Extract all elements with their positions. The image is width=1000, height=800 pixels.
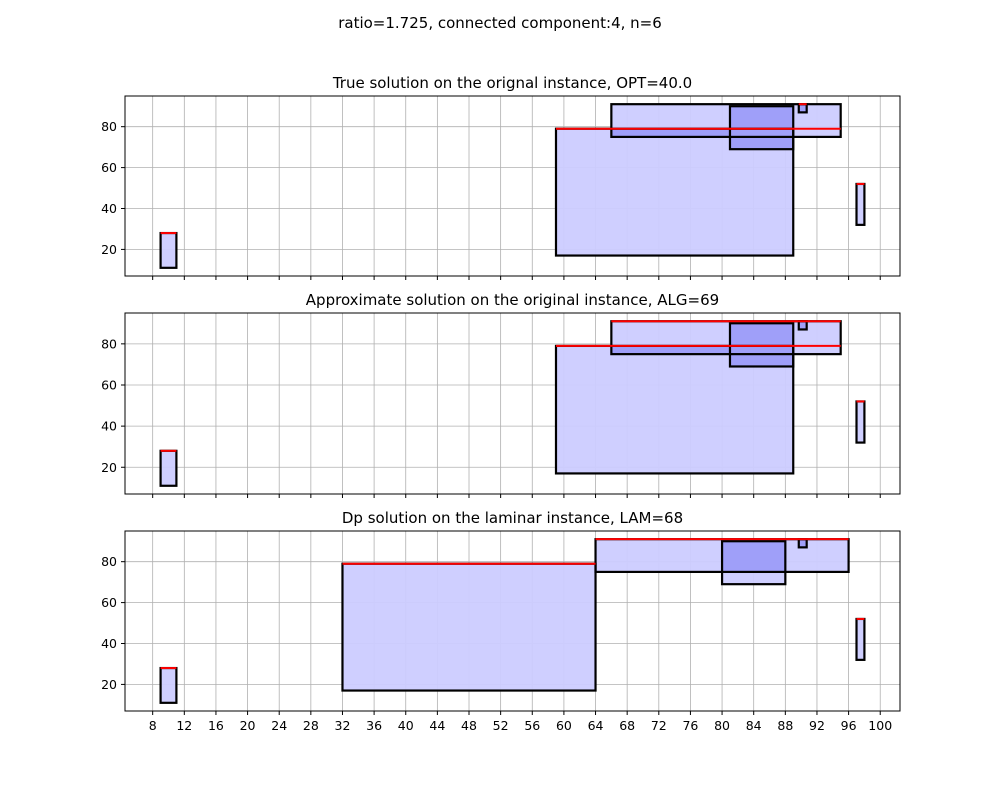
x-tick-label: 92 [809, 718, 825, 733]
rect-fill-6 [856, 401, 865, 443]
x-tick-label: 80 [714, 718, 730, 733]
subplot-3: Dp solution on the laminar instance, LAM… [101, 509, 901, 733]
subplot-title: Dp solution on the laminar instance, LAM… [342, 509, 683, 527]
rect-fill-6 [856, 183, 865, 225]
rect-overlap [611, 128, 794, 137]
y-tick-label: 80 [101, 336, 117, 351]
data-marks [159, 538, 866, 704]
y-tick-label: 60 [101, 595, 117, 610]
x-axis [152, 494, 881, 498]
x-tick-label: 32 [335, 718, 351, 733]
y-tick-label: 20 [101, 677, 117, 692]
figure-title: ratio=1.725, connected component:4, n=6 [338, 14, 662, 32]
x-tick-label: 36 [366, 718, 382, 733]
x-tick-label: 28 [303, 718, 319, 733]
axes-frame [124, 530, 901, 712]
y-tick-label: 20 [101, 242, 117, 257]
data-marks [159, 320, 866, 487]
y-tick-label: 60 [101, 377, 117, 392]
rect-overlap [729, 323, 794, 355]
x-tick-label: 84 [746, 718, 762, 733]
x-tick-label: 24 [271, 718, 287, 733]
rect-overlap [798, 321, 807, 330]
x-tick-label: 60 [556, 718, 572, 733]
rect-fill-6 [856, 618, 865, 660]
y-tick-label: 20 [101, 460, 117, 475]
x-tick-label: 20 [240, 718, 256, 733]
subplot-title: Approximate solution on the original ins… [306, 291, 719, 309]
y-tick-label: 40 [101, 419, 117, 434]
axes-frame [124, 312, 901, 495]
rect-overlap [798, 104, 807, 113]
y-tick-label: 80 [101, 554, 117, 569]
x-tick-label: 48 [461, 718, 477, 733]
rect-outline-4 [720, 540, 787, 586]
axes-frame [124, 95, 901, 277]
rect-outline-3 [610, 103, 842, 139]
x-tick-label: 52 [493, 718, 509, 733]
x-tick-label: 56 [524, 718, 540, 733]
x-tick-label: 40 [398, 718, 414, 733]
rect-overlap [611, 345, 794, 355]
y-axis: 20 40 60 80 [101, 119, 125, 257]
x-tick-label: 68 [619, 718, 635, 733]
y-tick-label: 80 [101, 119, 117, 134]
y-axis: 20 40 60 80 [101, 554, 125, 692]
x-axis: 8 12 16 20 24 28 32 36 40 44 48 52 56 60 64 68 72 76 80 84 8… [149, 711, 892, 733]
rect-outline-4 [728, 322, 795, 368]
x-tick-label: 72 [651, 718, 667, 733]
y-tick-label: 40 [101, 201, 117, 216]
rect-fill-2 [342, 563, 596, 691]
y-axis: 20 40 60 80 [101, 336, 125, 475]
rect-overlap [798, 539, 807, 548]
x-tick-label: 76 [682, 718, 698, 733]
rect-fill-1 [160, 450, 177, 486]
x-tick-label: 96 [841, 718, 857, 733]
x-tick-label: 88 [777, 718, 793, 733]
rect-overlap [722, 541, 786, 572]
subplot-grid: True solution on the orignal instance, O… [101, 74, 901, 733]
data-marks [159, 103, 866, 269]
subplot-2: Approximate solution on the original ins… [101, 291, 901, 498]
x-tick-label: 12 [176, 718, 192, 733]
x-tick-label: 44 [429, 718, 445, 733]
x-tick-label: 16 [208, 718, 224, 733]
y-tick-label: 60 [101, 160, 117, 175]
rect-outline-4 [728, 105, 795, 151]
x-tick-label: 64 [588, 718, 604, 733]
subplot-1: True solution on the orignal instance, O… [101, 74, 901, 280]
x-axis [152, 276, 881, 280]
y-tick-label: 40 [101, 636, 117, 651]
rect-overlap [729, 106, 794, 137]
rect-fill-1 [160, 668, 177, 703]
x-tick-label: 100 [868, 718, 892, 733]
rect-fill-1 [160, 233, 177, 268]
subplot-title: True solution on the orignal instance, O… [332, 74, 692, 92]
x-tick-label: 8 [149, 718, 157, 733]
